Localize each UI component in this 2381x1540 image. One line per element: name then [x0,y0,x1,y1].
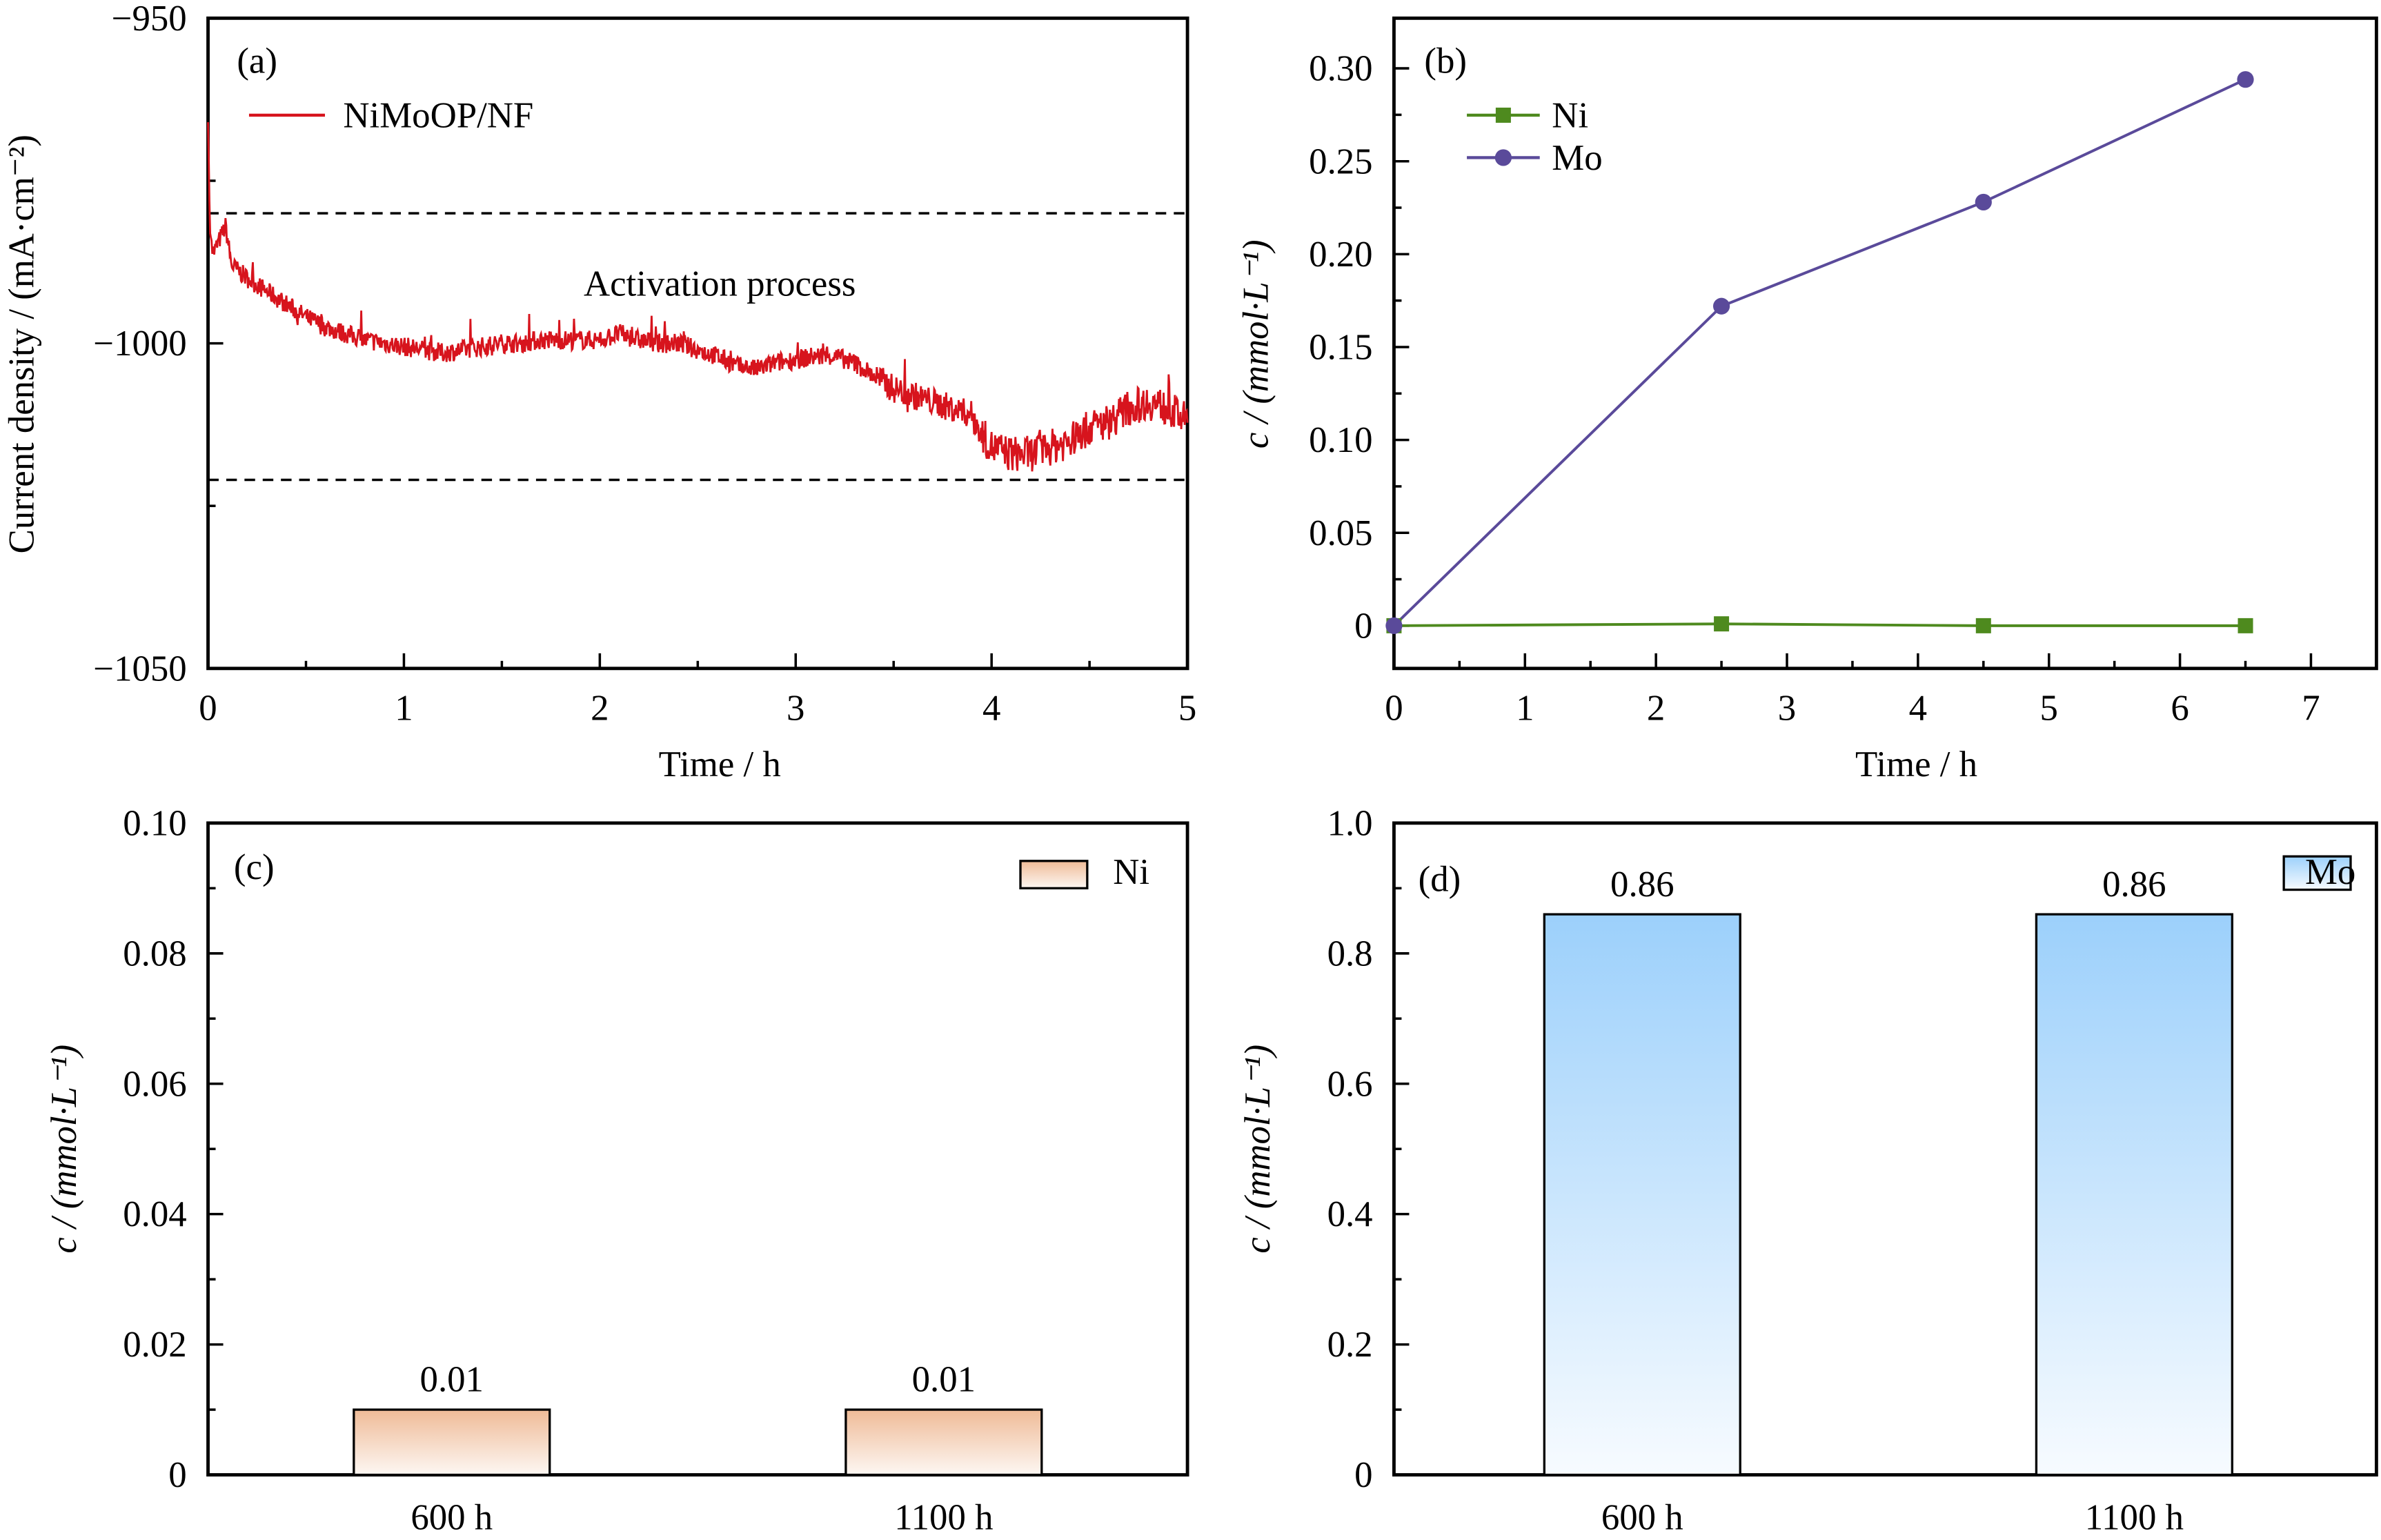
series-line-nimoop [207,122,1189,472]
x-tick-label-b: 3 [1778,689,1796,729]
y-tick-label-b: 0.20 [1309,235,1372,275]
plot-frame-c [206,821,1189,1477]
x-category-label-d: 1100 h [2085,1498,2184,1538]
y-tick-label-d: 0 [1354,1455,1372,1495]
x-tick-label-a: 5 [1178,689,1196,729]
y-axis-label-d: c / (mmol·L⁻¹) [1238,1045,1278,1254]
x-tick-label-a: 2 [591,689,609,729]
x-tick-label-a: 1 [395,689,413,729]
x-tick-label-b: 4 [1909,689,1927,729]
legend-marker-ni [1495,107,1511,123]
legend-label-nimoop: NiMoOP/NF [343,96,533,136]
panel-b: (b) Ni Mo Time / h c / (mmol·L⁻¹) [1236,41,1977,784]
y-tick-label-b: 0.10 [1309,420,1372,460]
x-axis-label-b: Time / h [1855,744,1977,784]
y-axis-label-c: c / (mmol·L⁻¹) [44,1045,84,1254]
y-tick-label-c: 0.06 [123,1064,186,1104]
y-tick-label-b: 0.25 [1309,141,1372,181]
y-tick-label-c: 0.04 [123,1194,186,1234]
legend-swatch-mo [2282,855,2352,891]
data-point-mo [1385,617,1403,634]
data-point-mo [2237,71,2254,88]
x-tick-label-b: 2 [1647,689,1665,729]
panel-d: (d) Mo c / (mmol·L⁻¹) [1238,852,2355,1254]
x-tick-label-b: 0 [1385,689,1403,729]
x-tick-label-a: 3 [787,689,804,729]
data-point-ni [2237,618,2253,633]
y-tick-label-c: 0.02 [123,1325,186,1365]
data-point-ni [1714,616,1730,632]
bar-c [353,1408,551,1477]
bar-c [844,1408,1043,1477]
plot-frame-b [1392,16,2378,671]
x-tick-label-b: 6 [2171,689,2189,729]
y-tick-label-a: −1000 [93,324,186,364]
legend-swatch-ni [1019,860,1089,890]
legend-marker-mo [1494,149,1512,166]
data-label-d: 0.86 [2102,865,2166,905]
data-point-ni [1975,618,1991,633]
y-tick-label-d: 0.6 [1327,1064,1373,1104]
bar-d [1543,913,1741,1477]
legend-label-ni: Ni [1552,96,1588,136]
y-tick-label-d: 0.8 [1327,934,1373,974]
series-line-mo [1393,78,2246,627]
y-tick-label-c: 0.10 [123,804,186,844]
x-category-label-c: 1100 h [894,1498,993,1538]
panel-c: (c) Ni c / (mmol·L⁻¹) [44,847,1149,1253]
y-tick-label-b: 0.15 [1309,328,1372,368]
data-point-mo [1712,297,1730,315]
y-tick-label-a: −950 [112,0,187,39]
panel-label-d: (d) [1419,860,1461,900]
y-tick-label-b: 0.05 [1309,513,1372,553]
legend-label-ni-c: Ni [1113,852,1149,892]
y-tick-label-b: 0 [1354,606,1372,646]
annotation-activation: Activation process [584,264,856,304]
panel-label-a: (a) [237,41,277,81]
x-category-label-d: 600 h [1601,1498,1683,1538]
x-tick-label-b: 1 [1516,689,1534,729]
data-label-d: 0.86 [1610,865,1674,905]
y-tick-label-d: 0.2 [1327,1325,1373,1365]
legend-label-mo: Mo [1552,138,1602,178]
x-tick-label-b: 7 [2302,689,2320,729]
x-axis-label-a: Time / h [659,744,781,784]
data-label-c: 0.01 [912,1360,976,1400]
x-tick-label-a: 4 [982,689,1000,729]
y-tick-label-c: 0 [168,1455,186,1495]
y-tick-label-a: −1050 [93,649,186,689]
series-line-ni [1394,622,2246,627]
y-tick-label-c: 0.08 [123,934,186,974]
y-tick-label-d: 1.0 [1327,804,1373,844]
legend-label-mo-d: Mo [2305,852,2355,892]
y-axis-label-a: Current density / (mA·cm⁻²) [1,135,41,553]
y-axis-label-b: c / (mmol·L⁻¹) [1236,239,1276,448]
data-point-mo [1975,193,1992,211]
bar-d [2035,913,2233,1477]
panel-label-b: (b) [1424,41,1467,81]
y-tick-label-b: 0.30 [1309,49,1372,89]
x-tick-label-b: 5 [2040,689,2058,729]
data-label-c: 0.01 [420,1360,484,1400]
panel-a: (a) NiMoOP/NF Activation process Time / … [1,41,856,784]
x-tick-label-a: 0 [199,689,217,729]
y-tick-label-d: 0.4 [1327,1194,1373,1234]
x-category-label-c: 600 h [411,1498,493,1538]
panel-label-c: (c) [234,847,275,887]
